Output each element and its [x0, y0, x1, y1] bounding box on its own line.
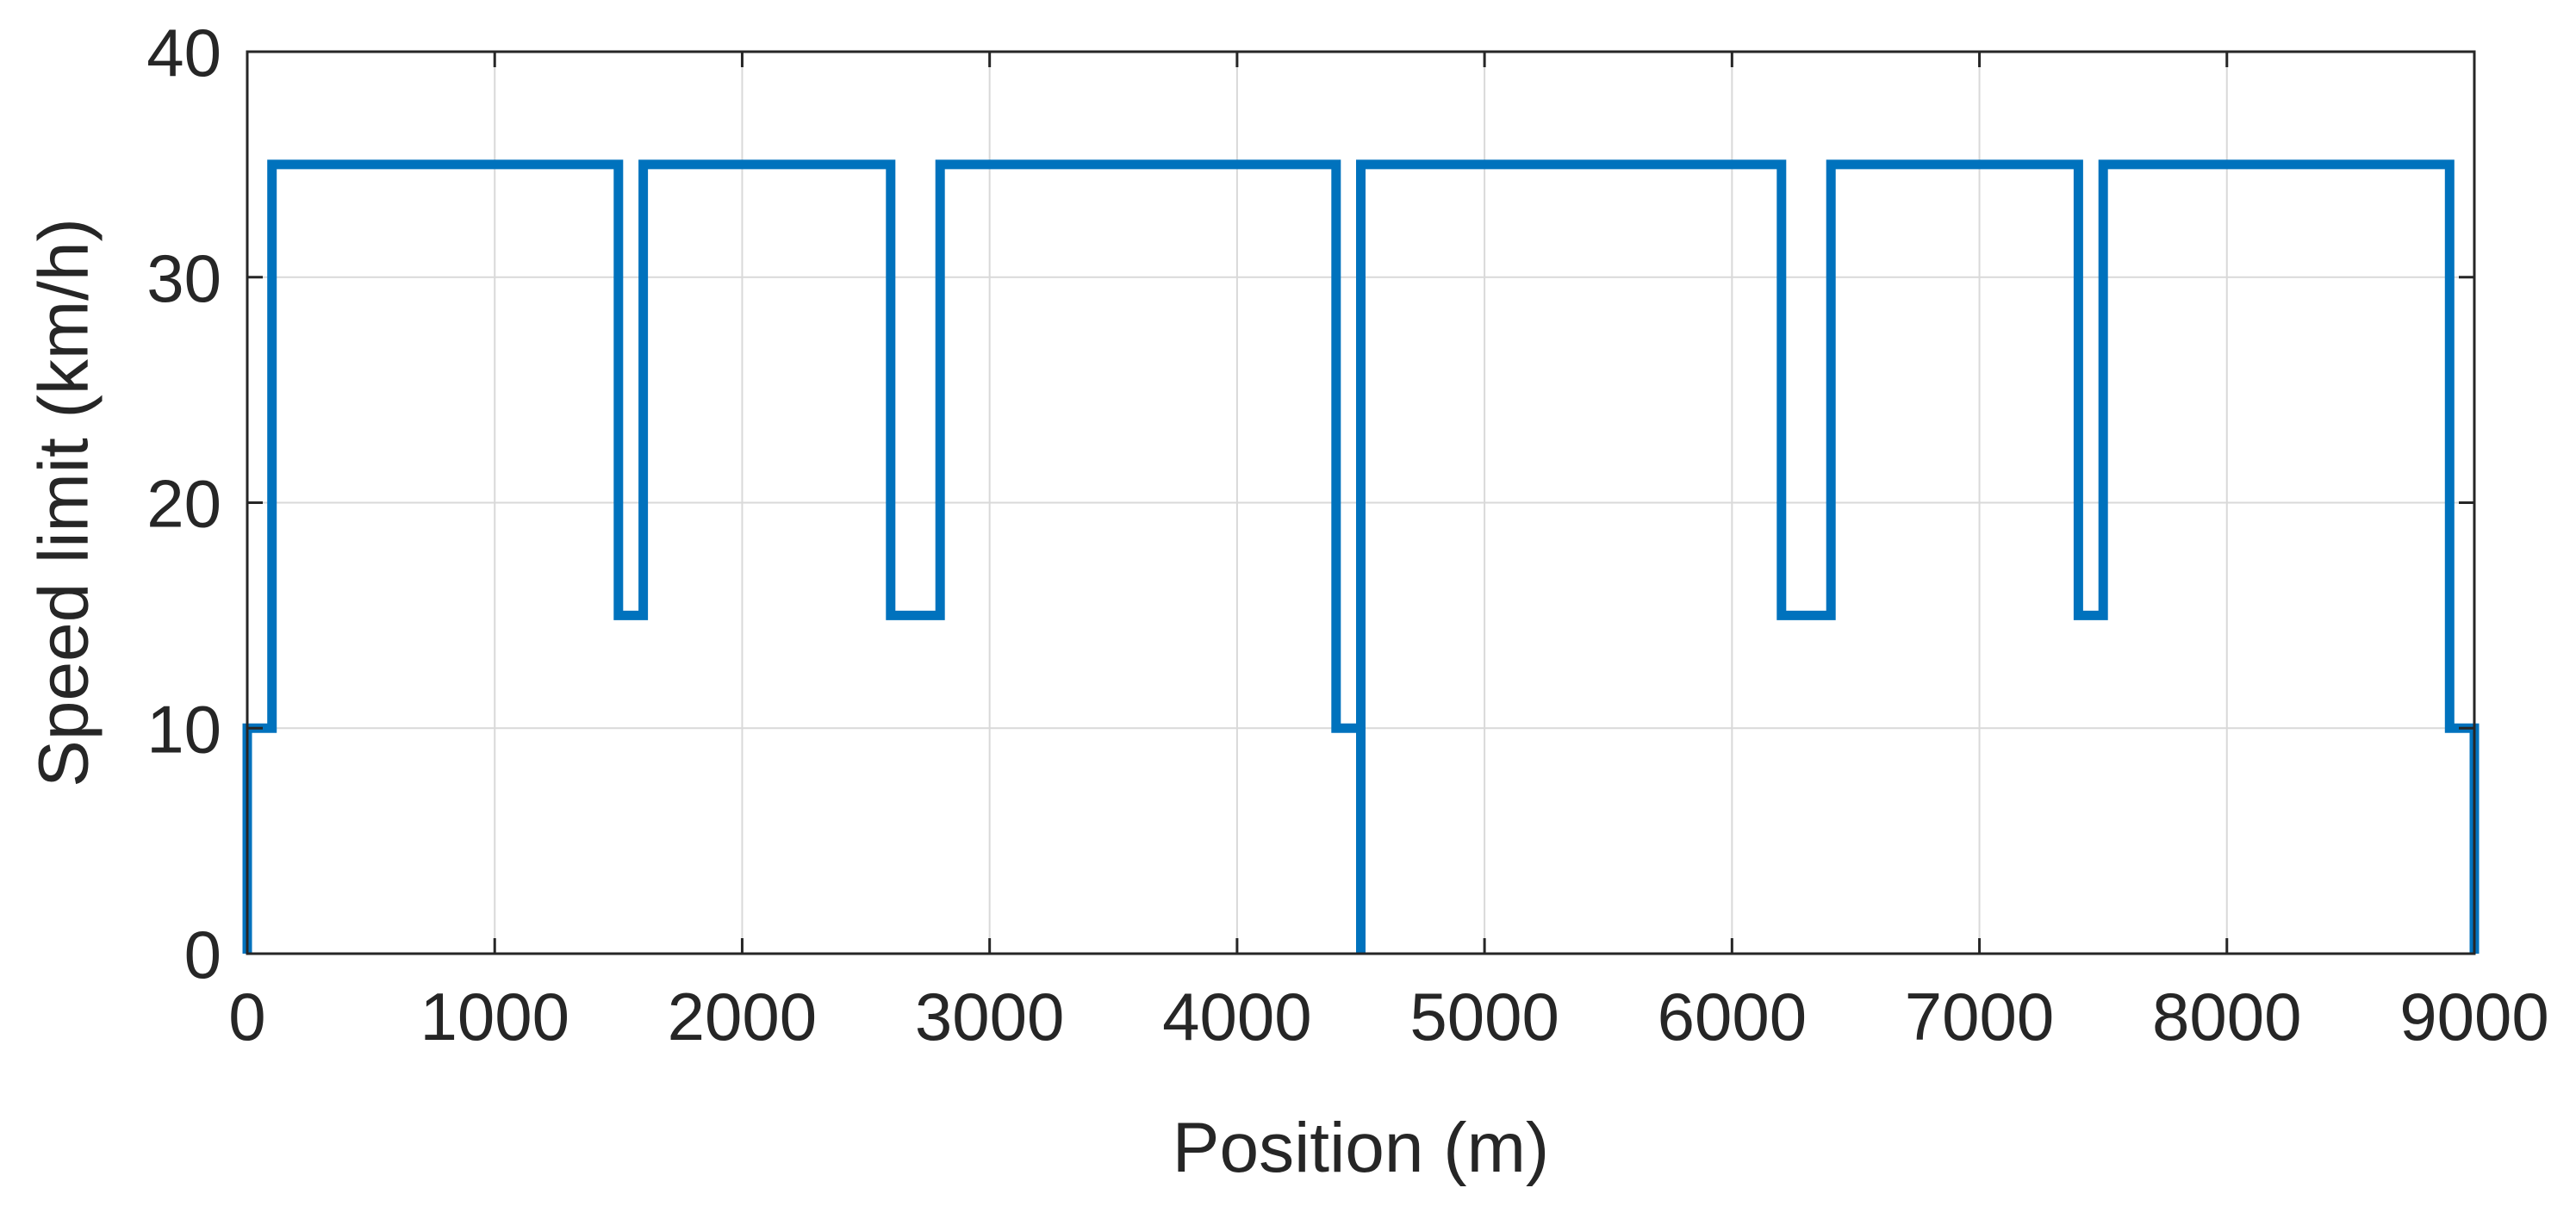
x-tick-label: 3000	[915, 979, 1065, 1054]
x-tick-label: 2000	[668, 979, 818, 1054]
x-tick-label: 7000	[1905, 979, 2055, 1054]
y-tick-labels: 0 10 20 30 40	[146, 15, 221, 992]
x-tick-label: 1000	[420, 979, 569, 1054]
y-axis-label: Speed limit (km/h)	[25, 218, 103, 787]
y-tick-label: 30	[146, 240, 221, 316]
tick-marks	[246, 50, 2476, 955]
x-tick-label: 4000	[1162, 979, 1312, 1054]
y-tick-label: 40	[146, 15, 221, 90]
x-tick-label: 0	[228, 979, 265, 1054]
x-tick-label: 8000	[2152, 979, 2302, 1054]
x-tick-label: 5000	[1409, 979, 1559, 1054]
y-tick-label: 20	[146, 466, 221, 542]
speed-limit-series-line	[242, 159, 2480, 954]
x-tick-label: 9000	[2399, 979, 2549, 1054]
x-tick-labels: 0 1000 2000 3000 4000 5000 6000 7000 8000 9000	[228, 979, 2548, 1054]
series-layer	[242, 159, 2480, 954]
x-axis-label: Position (m)	[1173, 1109, 1549, 1187]
y-tick-label: 0	[184, 917, 221, 992]
x-tick-label: 6000	[1658, 979, 1808, 1054]
y-tick-label: 10	[146, 691, 221, 767]
